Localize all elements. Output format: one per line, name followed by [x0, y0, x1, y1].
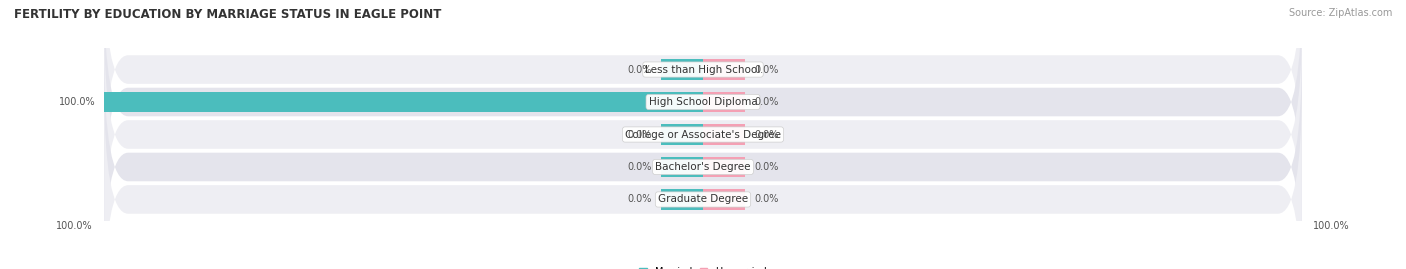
FancyBboxPatch shape [104, 19, 1302, 250]
Text: 0.0%: 0.0% [754, 65, 779, 75]
Bar [661, 125, 703, 144]
Bar [703, 157, 745, 177]
Text: FERTILITY BY EDUCATION BY MARRIAGE STATUS IN EAGLE POINT: FERTILITY BY EDUCATION BY MARRIAGE STATU… [14, 8, 441, 21]
Text: High School Diploma: High School Diploma [648, 97, 758, 107]
Bar [703, 125, 745, 144]
FancyBboxPatch shape [104, 0, 1302, 185]
FancyBboxPatch shape [104, 84, 1302, 269]
Text: Bachelor's Degree: Bachelor's Degree [655, 162, 751, 172]
Text: 0.0%: 0.0% [754, 162, 779, 172]
FancyBboxPatch shape [104, 0, 1302, 218]
FancyBboxPatch shape [104, 51, 1302, 269]
Text: 100.0%: 100.0% [59, 97, 96, 107]
Text: 0.0%: 0.0% [627, 65, 652, 75]
Bar [703, 92, 745, 112]
Text: 100.0%: 100.0% [56, 221, 93, 231]
Text: 0.0%: 0.0% [627, 194, 652, 204]
Text: 0.0%: 0.0% [754, 194, 779, 204]
Bar [661, 189, 703, 210]
Bar [703, 59, 745, 80]
Text: College or Associate's Degree: College or Associate's Degree [626, 129, 780, 140]
Text: 0.0%: 0.0% [754, 129, 779, 140]
Bar [703, 189, 745, 210]
Text: Less than High School: Less than High School [645, 65, 761, 75]
Bar [661, 59, 703, 80]
Text: Source: ZipAtlas.com: Source: ZipAtlas.com [1288, 8, 1392, 18]
Bar [661, 157, 703, 177]
Bar [104, 92, 703, 112]
Text: Graduate Degree: Graduate Degree [658, 194, 748, 204]
Text: 0.0%: 0.0% [627, 162, 652, 172]
Text: 100.0%: 100.0% [1313, 221, 1350, 231]
Legend: Married, Unmarried: Married, Unmarried [636, 263, 770, 269]
Text: 0.0%: 0.0% [754, 97, 779, 107]
Text: 0.0%: 0.0% [627, 129, 652, 140]
